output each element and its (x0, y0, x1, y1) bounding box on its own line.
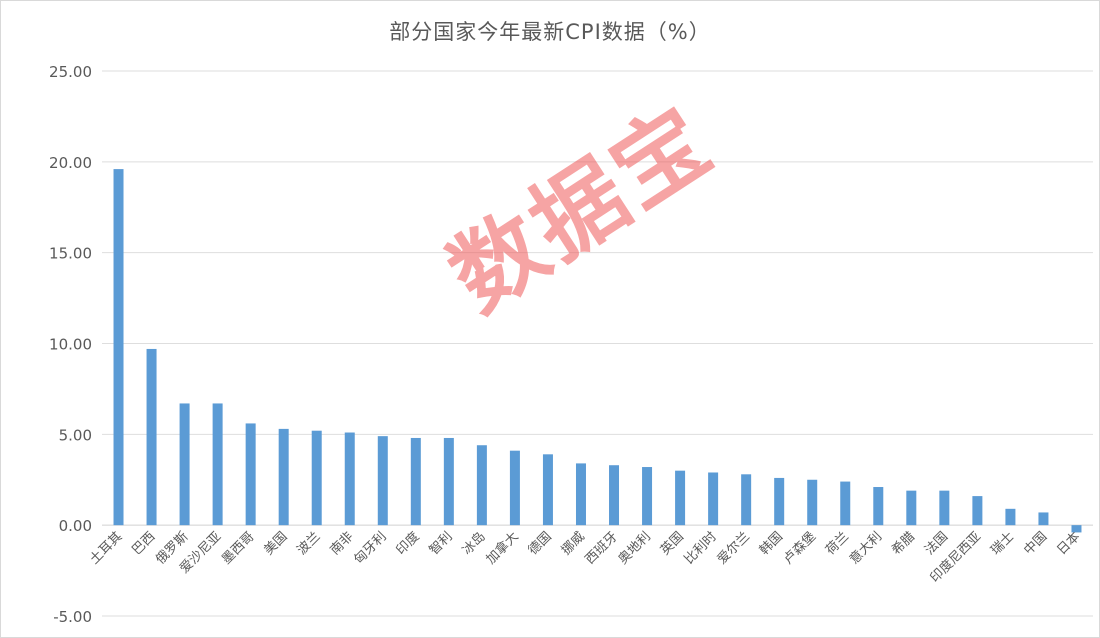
y-tick-label: -5.00 (53, 608, 92, 626)
y-tick-label: 10.00 (49, 336, 92, 354)
bar (840, 481, 851, 526)
bar (311, 430, 322, 526)
y-tick-label: 5.00 (59, 426, 92, 444)
bar (179, 403, 190, 526)
x-tick-label: 波兰 (295, 529, 324, 558)
bar (443, 437, 454, 526)
x-tick-label: 爱尔兰 (715, 529, 753, 567)
x-tick-label: 日本 (1054, 529, 1083, 558)
x-tick-label: 西班牙 (583, 529, 621, 567)
bar (542, 454, 553, 526)
bar (939, 490, 950, 526)
x-tick-label: 比利时 (682, 529, 720, 567)
bar (146, 348, 157, 526)
bar (278, 428, 289, 526)
bars (113, 169, 1082, 533)
y-axis-tick-labels: -5.00 0.00 5.00 10.00 15.00 20.00 25.00 (49, 63, 92, 626)
bar (1005, 508, 1016, 526)
bar (906, 490, 917, 526)
bar (212, 403, 223, 526)
x-tick-label: 挪威 (559, 529, 588, 558)
bar (675, 470, 686, 526)
bar (344, 432, 355, 526)
bar (575, 463, 586, 526)
x-tick-label: 意大利 (846, 529, 885, 568)
x-tick-label: 匈牙利 (351, 529, 389, 567)
y-tick-label: 25.00 (49, 63, 92, 81)
x-tick-label: 荷兰 (823, 529, 852, 558)
x-tick-label: 英国 (658, 529, 687, 558)
x-tick-label: 冰岛 (459, 529, 489, 559)
x-tick-label: 中国 (1021, 529, 1050, 558)
y-tick-label: 0.00 (59, 517, 92, 535)
bar (708, 472, 719, 526)
bar (245, 423, 256, 526)
bar (609, 465, 620, 526)
bar (377, 436, 388, 526)
bar (1038, 512, 1049, 526)
x-tick-label: 卢森堡 (780, 529, 819, 568)
x-tick-label: 韩国 (757, 529, 786, 558)
bar (476, 445, 487, 526)
y-tick-label: 20.00 (49, 154, 92, 172)
gridlines (102, 70, 1093, 617)
x-tick-label: 加拿大 (483, 529, 522, 568)
bar (642, 467, 653, 526)
x-tick-label: 印度 (393, 529, 423, 559)
x-tick-label: 法国 (922, 529, 951, 558)
bar (113, 169, 124, 526)
x-tick-label: 墨西哥 (219, 529, 257, 567)
x-tick-label: 南非 (327, 529, 357, 559)
bar (807, 479, 818, 526)
bar (1071, 525, 1082, 533)
bar (410, 437, 421, 526)
x-tick-label: 巴西 (129, 529, 158, 558)
x-tick-label: 智利 (427, 529, 456, 558)
bar (774, 477, 785, 526)
x-tick-label: 德国 (526, 529, 555, 558)
x-tick-label: 瑞士 (988, 529, 1017, 558)
y-tick-label: 15.00 (49, 245, 92, 263)
bar (972, 496, 983, 526)
x-tick-label: 土耳其 (87, 529, 125, 567)
x-tick-label: 希腊 (889, 529, 918, 558)
bar (873, 487, 884, 526)
bar (741, 474, 752, 526)
bar (509, 450, 520, 526)
x-tick-label: 奥地利 (616, 529, 654, 567)
x-tick-label: 美国 (262, 529, 291, 558)
chart-title: 部分国家今年最新CPI数据（%） (389, 20, 711, 44)
